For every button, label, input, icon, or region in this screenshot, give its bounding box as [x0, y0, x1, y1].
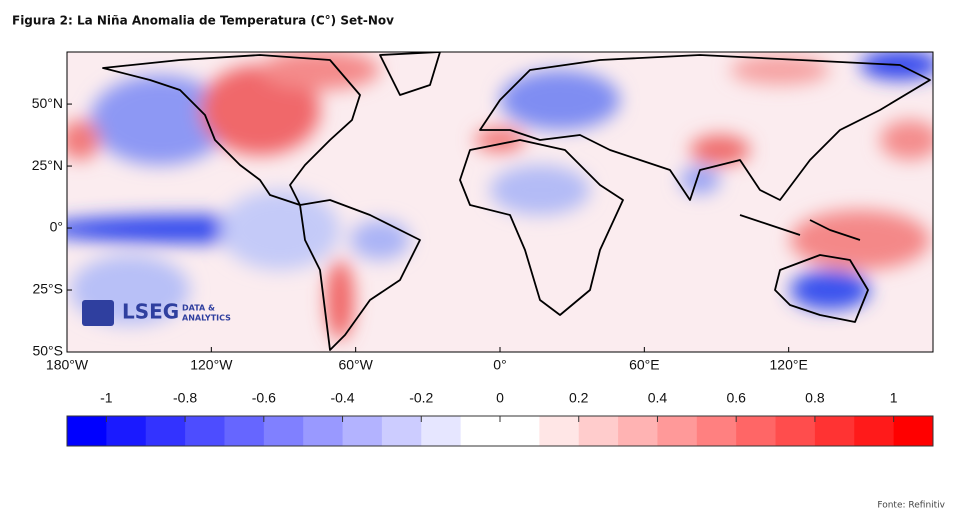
logo-emblem	[82, 300, 114, 326]
colorbar-tick-label: -1	[100, 390, 113, 406]
color-bin	[460, 416, 501, 446]
logo-line: DATA &	[182, 304, 215, 313]
logo-line: ANALYTICS	[182, 314, 231, 323]
color-bin	[381, 416, 422, 446]
colorbar-tick-label: -0.4	[330, 390, 354, 406]
title: Figura 2: La Niña Anomalia de Temperatur…	[12, 14, 394, 28]
y-tick-label: 25°S	[32, 281, 63, 297]
color-bin	[893, 416, 934, 446]
x-tick-label: 120°E	[770, 357, 808, 373]
eurasia	[479, 54, 931, 201]
color-bin	[814, 416, 855, 446]
color-bin	[145, 416, 186, 446]
colorbar-tick-label: -0.6	[252, 390, 276, 406]
colorbar-frame	[66, 415, 934, 447]
color-bin	[854, 416, 895, 446]
color-bin	[67, 416, 107, 446]
colorbar-tick-label: 0	[496, 390, 504, 406]
colorbar: -1 -0.8 -0.6 -0.4 -0.2 0 0.2 0.4 0.6 0.8 1	[67, 390, 934, 446]
y-tick-label: 50°S	[32, 343, 63, 359]
africa	[459, 139, 624, 316]
south-america	[299, 199, 421, 351]
color-bin	[303, 416, 344, 446]
y-tick-label: 25°N	[32, 157, 63, 173]
color-bin	[736, 416, 777, 446]
colorbar-tick-label: 0.8	[805, 390, 825, 406]
x-tick-label: 60°W	[338, 357, 373, 373]
color-bin	[106, 416, 147, 446]
color-bin	[500, 416, 540, 446]
australia	[774, 254, 869, 323]
x-tick-label: 0°	[493, 357, 506, 373]
x-tick-label: 180°W	[46, 357, 89, 373]
colorbar-tick-label: 1	[890, 390, 898, 406]
colorbar-tick-label: -0.8	[173, 390, 197, 406]
color-bin	[578, 416, 619, 446]
axes: 180°W 120°W 60°W 0° 60°E 120°E 50°N 25°N 0° 25°S 5…	[32, 95, 808, 373]
colorbar-tick-label: 0.6	[726, 390, 746, 406]
y-tick-label: 0°	[50, 219, 63, 235]
x-tick-label: 60°E	[629, 357, 660, 373]
color-bin	[263, 416, 304, 446]
coastlines	[102, 52, 931, 351]
color-bin	[421, 416, 462, 446]
y-tick-label: 50°N	[32, 95, 63, 111]
map	[67, 52, 933, 352]
logo: LSEG DATA & ANALYTICS	[82, 300, 231, 326]
colorbar-tick-label: 0.4	[648, 390, 668, 406]
anomaly-field	[67, 52, 933, 340]
colorbar-tick-label: 0.2	[569, 390, 589, 406]
indonesia	[739, 214, 861, 241]
color-bin	[539, 416, 580, 446]
colorbar-tick-label: -0.2	[409, 390, 433, 406]
color-bin	[657, 416, 698, 446]
color-bin	[185, 416, 225, 446]
logo-name: LSEG	[122, 300, 179, 324]
x-tick-label: 120°W	[190, 357, 233, 373]
color-bin	[224, 416, 265, 446]
color-bin	[775, 416, 816, 446]
color-bin	[696, 416, 737, 446]
source: Fonte: Refinitiv	[877, 501, 945, 511]
color-bin	[618, 416, 658, 446]
color-bin	[342, 416, 383, 446]
greenland	[379, 52, 441, 96]
